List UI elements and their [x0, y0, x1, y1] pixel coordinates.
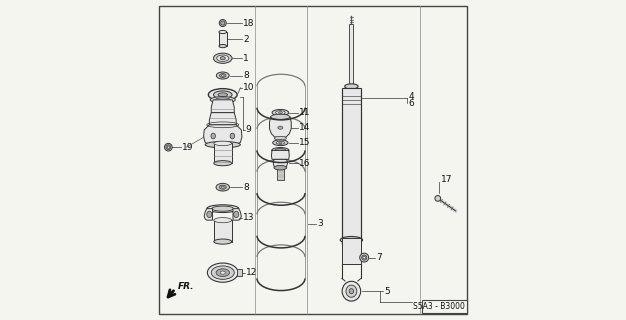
Ellipse shape: [214, 141, 232, 146]
Text: 16: 16: [299, 159, 310, 168]
Ellipse shape: [276, 141, 285, 144]
Polygon shape: [269, 117, 291, 138]
Ellipse shape: [216, 183, 230, 191]
Polygon shape: [272, 150, 289, 159]
Ellipse shape: [220, 74, 226, 77]
Ellipse shape: [220, 57, 225, 60]
Ellipse shape: [278, 126, 283, 129]
Ellipse shape: [345, 84, 358, 89]
Ellipse shape: [271, 114, 290, 119]
Ellipse shape: [213, 53, 232, 63]
Polygon shape: [274, 159, 287, 168]
Ellipse shape: [221, 21, 225, 25]
Ellipse shape: [214, 239, 232, 244]
Ellipse shape: [342, 281, 361, 301]
Ellipse shape: [167, 146, 170, 148]
Text: 9: 9: [245, 125, 251, 134]
Text: 8: 8: [243, 71, 249, 80]
Polygon shape: [209, 113, 236, 125]
Text: 8: 8: [243, 183, 249, 192]
Ellipse shape: [220, 271, 225, 274]
Text: 17: 17: [441, 175, 453, 184]
Ellipse shape: [272, 148, 289, 153]
Ellipse shape: [213, 91, 232, 99]
Bar: [219, 32, 227, 46]
Polygon shape: [237, 269, 242, 276]
Ellipse shape: [346, 88, 357, 92]
Ellipse shape: [222, 186, 224, 188]
Ellipse shape: [279, 112, 282, 114]
Bar: [214, 220, 232, 242]
Bar: [214, 143, 232, 163]
Ellipse shape: [219, 20, 226, 27]
Text: S5A3 - B3000: S5A3 - B3000: [413, 302, 465, 311]
Text: 6: 6: [408, 99, 414, 108]
Ellipse shape: [215, 98, 230, 102]
Ellipse shape: [362, 255, 367, 260]
Ellipse shape: [166, 145, 171, 150]
Ellipse shape: [272, 109, 289, 116]
Text: 14: 14: [299, 123, 310, 132]
Text: 2: 2: [243, 35, 249, 44]
Ellipse shape: [217, 72, 229, 79]
Text: 12: 12: [246, 268, 257, 277]
Polygon shape: [211, 100, 234, 113]
Text: 5: 5: [384, 287, 390, 296]
Polygon shape: [233, 209, 241, 220]
Ellipse shape: [275, 111, 285, 115]
Bar: [342, 88, 361, 240]
Ellipse shape: [274, 165, 287, 170]
Text: 13: 13: [243, 213, 254, 222]
Polygon shape: [204, 209, 212, 220]
Bar: [342, 238, 361, 264]
Text: 1: 1: [243, 54, 249, 63]
Ellipse shape: [346, 285, 357, 297]
Ellipse shape: [233, 211, 239, 218]
Ellipse shape: [216, 269, 230, 276]
Ellipse shape: [342, 241, 361, 247]
Bar: [422, 300, 466, 313]
Ellipse shape: [214, 161, 232, 166]
Ellipse shape: [275, 148, 286, 152]
Text: 19: 19: [182, 143, 193, 152]
Ellipse shape: [214, 218, 232, 223]
Ellipse shape: [211, 133, 215, 139]
Polygon shape: [203, 125, 242, 145]
Ellipse shape: [360, 253, 369, 262]
Ellipse shape: [210, 97, 235, 103]
Ellipse shape: [207, 263, 238, 282]
Ellipse shape: [219, 185, 226, 189]
Text: 15: 15: [299, 138, 310, 147]
Text: 18: 18: [243, 19, 254, 28]
Ellipse shape: [340, 236, 362, 244]
Text: 7: 7: [376, 253, 382, 262]
Ellipse shape: [279, 142, 282, 144]
Ellipse shape: [205, 141, 240, 148]
Ellipse shape: [274, 136, 287, 140]
Bar: [349, 24, 353, 86]
Ellipse shape: [363, 256, 366, 259]
Ellipse shape: [219, 30, 227, 34]
Text: 10: 10: [243, 83, 254, 92]
Ellipse shape: [435, 196, 441, 201]
Ellipse shape: [207, 211, 212, 218]
Ellipse shape: [349, 289, 354, 294]
Ellipse shape: [217, 55, 229, 61]
Ellipse shape: [230, 133, 235, 139]
Ellipse shape: [273, 140, 288, 146]
Text: 4: 4: [408, 92, 414, 100]
Ellipse shape: [208, 89, 237, 101]
Ellipse shape: [219, 44, 227, 48]
Ellipse shape: [165, 143, 172, 151]
Bar: [277, 168, 284, 180]
Text: 11: 11: [299, 108, 310, 117]
Text: FR.: FR.: [178, 282, 194, 291]
Ellipse shape: [207, 205, 239, 212]
Ellipse shape: [218, 93, 228, 97]
Ellipse shape: [211, 266, 234, 279]
Ellipse shape: [222, 75, 224, 76]
Ellipse shape: [212, 206, 233, 211]
Text: 3: 3: [317, 220, 323, 228]
